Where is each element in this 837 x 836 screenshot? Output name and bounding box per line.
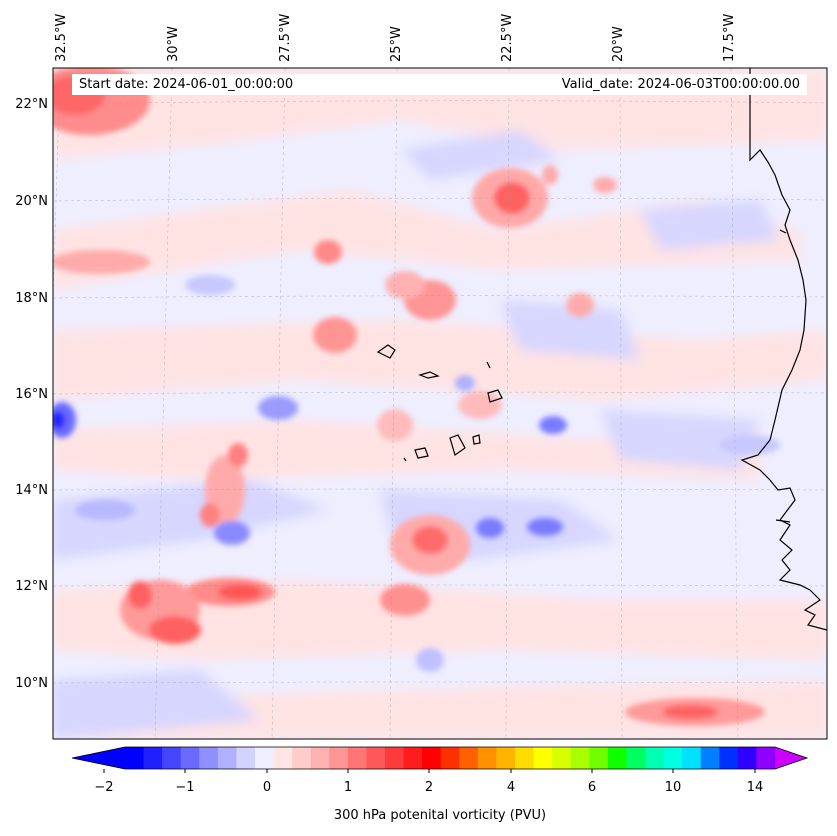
colorbar-swatch <box>329 747 349 769</box>
colorbar-swatch <box>143 747 163 769</box>
lon-label-25w: 25°W <box>389 26 404 62</box>
colorbar-swatch <box>682 747 702 769</box>
colorbar-extend-max <box>775 747 807 769</box>
colorbar <box>71 746 809 773</box>
lat-label-12n: 12°N <box>15 579 48 594</box>
map-frame <box>52 67 828 740</box>
lat-label-10n: 10°N <box>15 676 48 691</box>
colorbar-swatch <box>570 747 590 769</box>
colorbar-tick-label: −1 <box>175 780 195 795</box>
colorbar-swatch <box>515 747 535 769</box>
coastline <box>376 68 827 631</box>
colorbar-swatch <box>626 747 646 769</box>
graticule <box>53 68 827 739</box>
colorbar-tick-label: 2 <box>424 780 434 795</box>
colorbar-swatch <box>477 747 497 769</box>
colorbar-swatch <box>645 747 665 769</box>
colorbar-swatch <box>700 747 720 769</box>
colorbar-swatch <box>719 747 739 769</box>
colorbar-tick-label: 0 <box>262 780 272 795</box>
colorbar-tick-label: 6 <box>587 780 597 795</box>
colorbar-tick-label: −2 <box>94 780 114 795</box>
colorbar-swatch <box>756 747 776 769</box>
colorbar-swatch <box>459 747 479 769</box>
colorbar-tick-label: 10 <box>664 780 682 795</box>
colorbar-swatch <box>347 747 367 769</box>
colorbar-swatch <box>255 747 275 769</box>
colorbar-swatch <box>496 747 516 769</box>
colorbar-swatch <box>440 747 460 769</box>
colorbar-extend-min <box>72 747 125 769</box>
colorbar-label: 300 hPa potenital vorticity (PVU) <box>333 808 547 823</box>
lon-label-32-5w: 32.5°W <box>54 13 69 62</box>
colorbar-swatch <box>403 747 423 769</box>
pv-field <box>53 68 827 739</box>
colorbar-swatch <box>663 747 683 769</box>
colorbar-swatch <box>310 747 330 769</box>
date-info-box: Start date: 2024-06-01_00:00:00 Valid_da… <box>72 74 807 95</box>
lon-label-17-5w: 17.5°W <box>722 13 737 62</box>
colorbar-swatch <box>180 747 200 769</box>
colorbar-tick-label: 14 <box>746 780 764 795</box>
colorbar-swatch <box>422 747 442 769</box>
colorbar-swatch <box>199 747 219 769</box>
lon-label-20w: 20°W <box>611 26 626 62</box>
start-date-text: Start date: 2024-06-01_00:00:00 <box>79 77 294 92</box>
colorbar-swatch <box>385 747 405 769</box>
colorbar-swatch <box>607 747 627 769</box>
colorbar-tick-label: 4 <box>506 780 516 795</box>
colorbar-swatch <box>125 747 145 769</box>
colorbar-outline <box>71 746 809 770</box>
colorbar-swatch <box>533 747 553 769</box>
lon-label-27-5w: 27.5°W <box>278 13 293 62</box>
lat-label-20n: 20°N <box>15 194 48 209</box>
colorbar-swatch <box>366 747 386 769</box>
colorbar-swatch <box>236 747 256 769</box>
colorbar-swatch <box>292 747 312 769</box>
colorbar-swatch <box>217 747 237 769</box>
valid-date-text: Valid_date: 2024-06-03T00:00:00.00 <box>561 77 800 92</box>
colorbar-tick-label: 1 <box>343 780 353 795</box>
colorbar-swatch <box>273 747 293 769</box>
lat-label-14n: 14°N <box>15 483 48 498</box>
colorbar-swatch <box>552 747 572 769</box>
lon-label-22-5w: 22.5°W <box>500 13 515 62</box>
lat-label-16n: 16°N <box>15 387 48 402</box>
colorbar-swatch <box>737 747 757 769</box>
lat-label-22n: 22°N <box>15 97 48 112</box>
colorbar-swatch <box>162 747 182 769</box>
lat-label-18n: 18°N <box>15 291 48 306</box>
colorbar-swatch <box>589 747 609 769</box>
lon-label-30w: 30°W <box>166 26 181 62</box>
